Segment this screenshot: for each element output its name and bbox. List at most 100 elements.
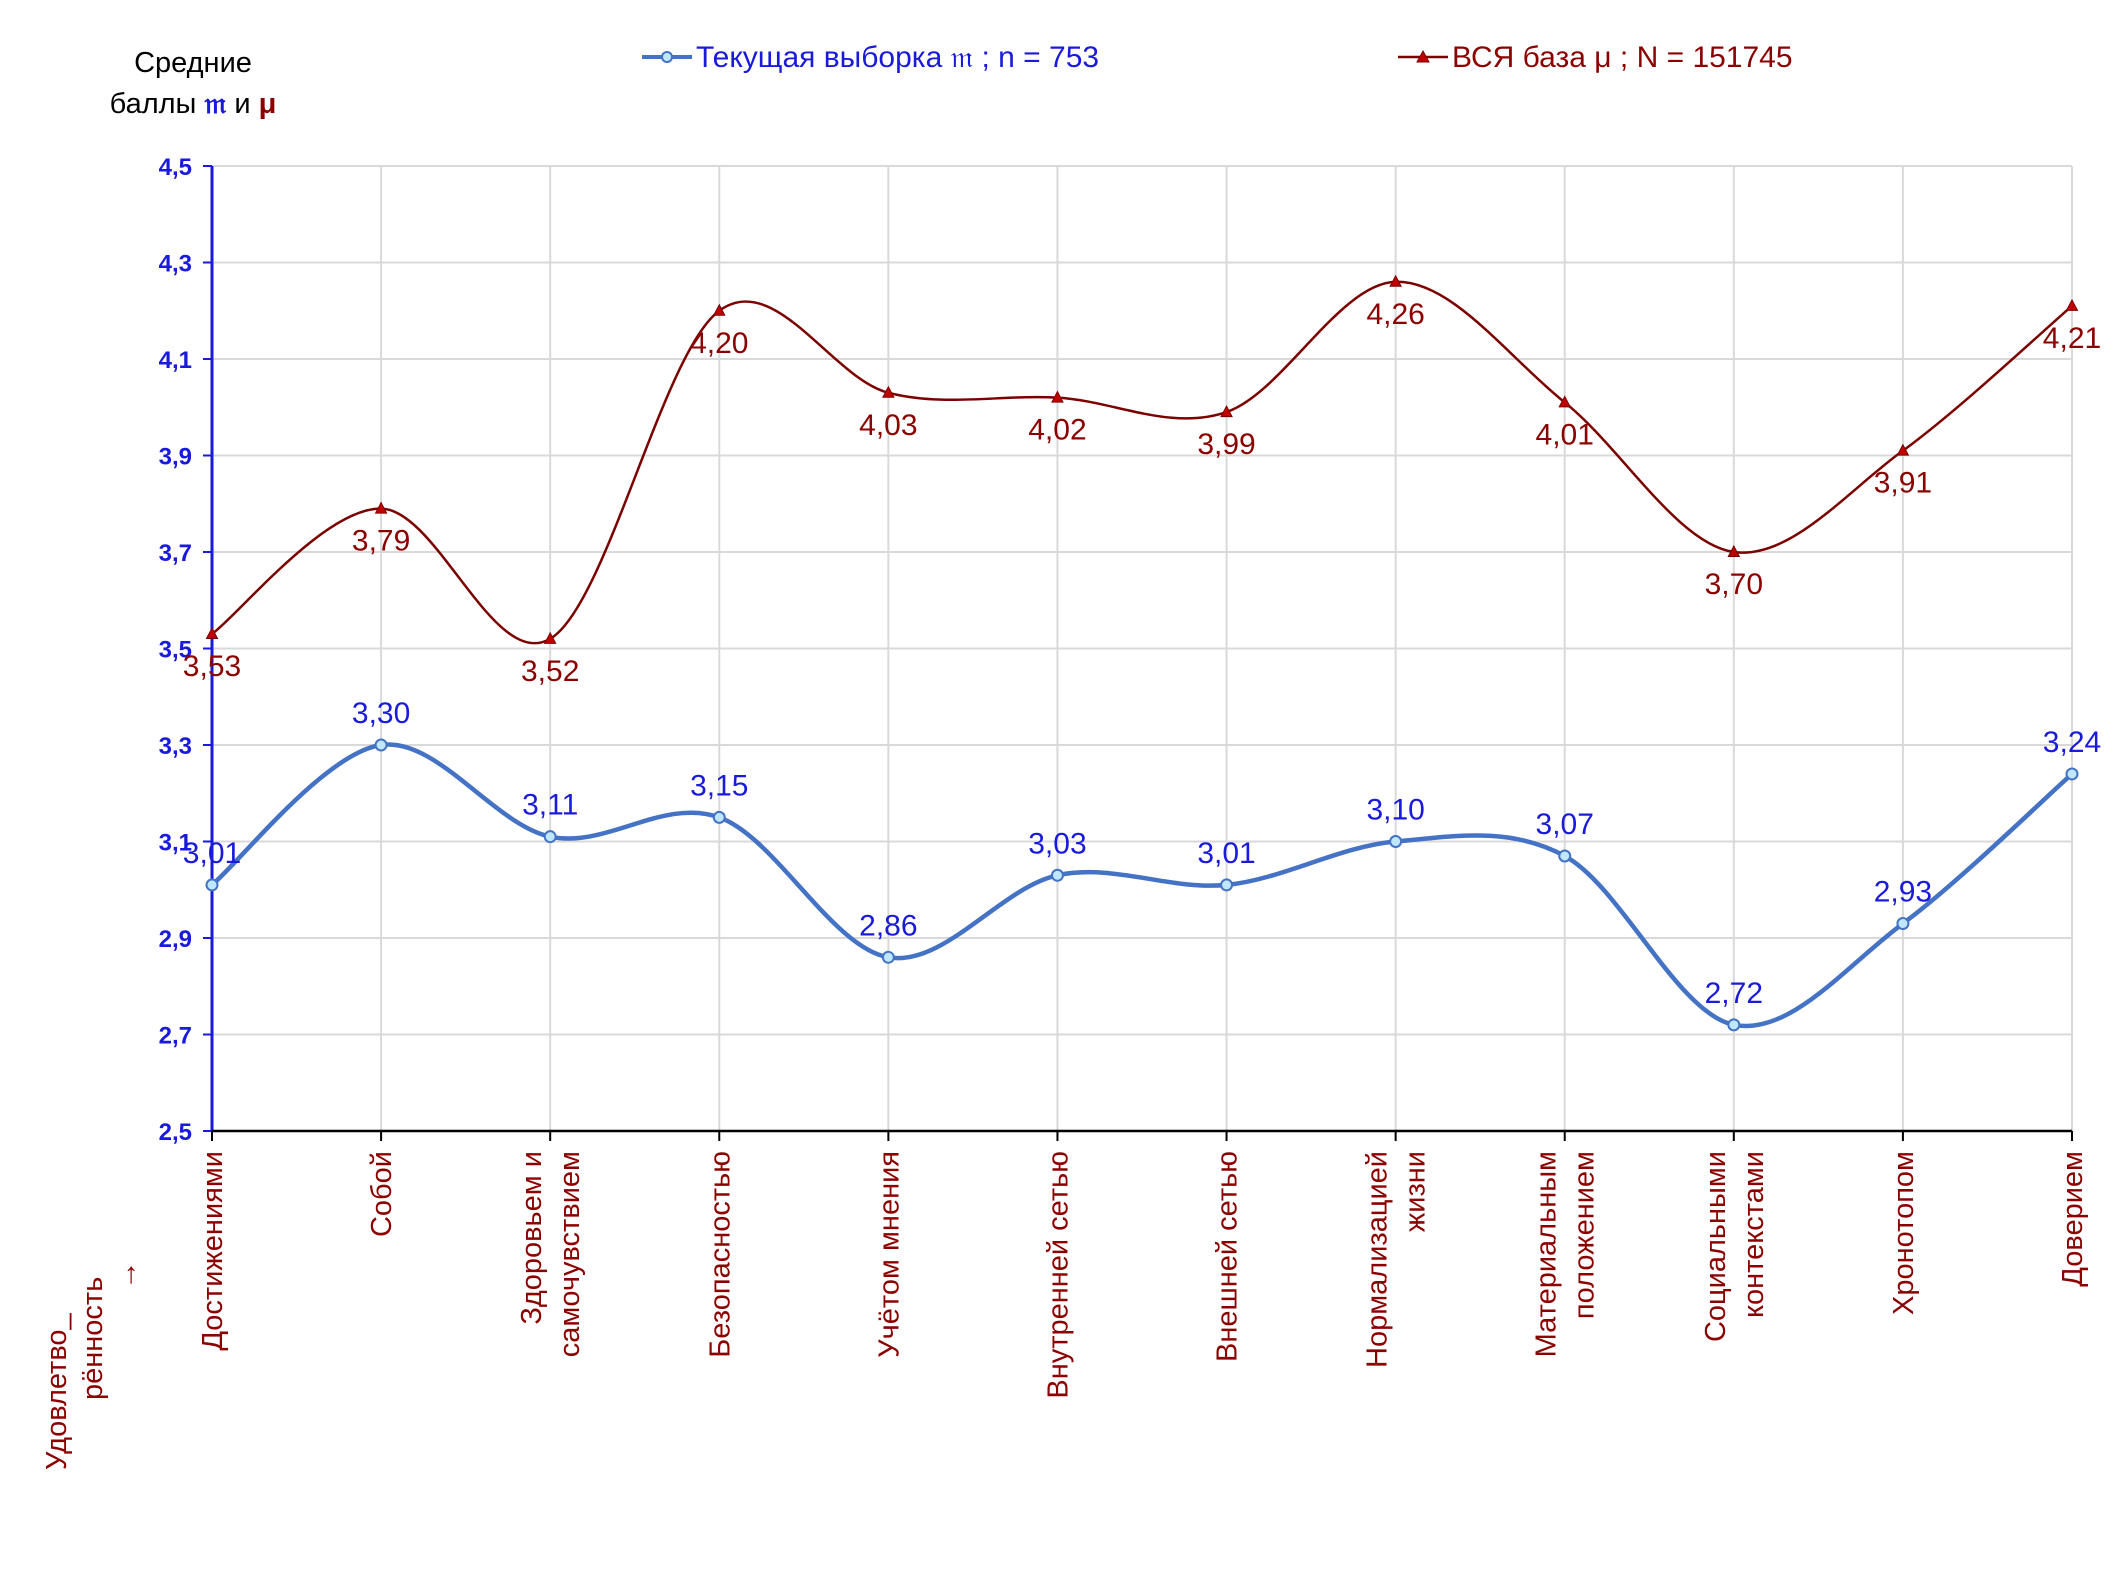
data-label-sample: 3,30 (352, 697, 410, 730)
y-tick-label: 2,7 (159, 1023, 192, 1050)
y-tick-label: 2,9 (159, 926, 192, 953)
data-label-all: 3,79 (352, 525, 410, 558)
data-label-all: 3,52 (521, 655, 579, 688)
data-label-all: 4,26 (1366, 298, 1424, 331)
data-label-sample: 3,07 (1536, 808, 1594, 841)
axes (203, 165, 2073, 1141)
point-all (1727, 544, 1741, 557)
x-axis-caption: Удовлетво_ рённость → (41, 1261, 143, 1471)
data-labels: 3,01 3,30 3,11 3,15 2,86 3,03 3,01 3,10 3,07 2,72… (183, 298, 2101, 1010)
x-tick-label-line: Безопасностью (704, 1151, 736, 1358)
y-tick-label: 3,1 (159, 830, 192, 857)
point-all (543, 631, 557, 644)
y-tick-label: 3,7 (159, 540, 192, 567)
point-all (1389, 274, 1402, 287)
x-tick-label: Хронотопом (1888, 1151, 1920, 1315)
y-tick-labels: 2,5 2,7 2,9 3,1 3,3 3,5 3,7 3,9 4,1 4,3 4,5 (159, 154, 192, 1146)
legend: Текущая выборка 𝔪 ; n = 753 ВСЯ база μ ;… (642, 41, 1793, 74)
x-tick-label: Собой (366, 1151, 398, 1237)
point-sample (543, 830, 557, 844)
legend-label-all: ВСЯ база μ ; N = 151745 (1452, 41, 1793, 74)
data-label-sample: 3,10 (1366, 794, 1424, 827)
x-tick-label-line: жизни (1400, 1151, 1432, 1232)
y-axis-title-line2: баллы 𝔪 и μ (110, 88, 277, 120)
data-label-sample: 3,15 (690, 769, 748, 802)
legend-item-all: ВСЯ база μ ; N = 151745 (1398, 41, 1793, 74)
data-label-all: 4,20 (690, 327, 748, 360)
data-label-sample: 3,24 (2043, 726, 2101, 759)
point-all (712, 303, 726, 316)
point-sample (1389, 835, 1403, 848)
x-tick-label: Материальным положением (1531, 1151, 1601, 1357)
y-tick-label: 3,9 (159, 444, 192, 471)
point-all (2065, 298, 2079, 311)
x-tick-label: Учётом мнения (873, 1151, 905, 1358)
data-label-all: 3,91 (1874, 467, 1932, 500)
data-label-all: 3,53 (183, 650, 241, 683)
data-label-sample: 3,03 (1028, 827, 1086, 860)
point-sample (1050, 868, 1064, 882)
legend-item-sample: Текущая выборка 𝔪 ; n = 753 (642, 41, 1099, 74)
data-label-all: 4,02 (1028, 414, 1086, 447)
x-tick-label-line: Здоровьем и (516, 1151, 548, 1325)
x-tick-label: Нормализацией жизни (1362, 1151, 1432, 1368)
data-label-sample: 3,01 (1197, 837, 1255, 870)
x-tick-label-line: Внутренней сетью (1042, 1151, 1074, 1399)
point-all (374, 501, 388, 514)
x-tick-label-line: Социальными (1700, 1151, 1732, 1342)
x-tick-label-line: Материальным (1531, 1151, 1563, 1357)
point-sample (1896, 917, 1910, 931)
point-all (882, 385, 895, 398)
series-line-sample (210, 742, 2074, 1029)
data-label-all: 3,70 (1705, 568, 1763, 601)
point-sample (712, 810, 726, 824)
data-label-all: 4,03 (859, 409, 917, 442)
x-axis-caption-arrow: → (111, 1261, 143, 1290)
point-all (205, 626, 219, 640)
data-label-sample: 2,93 (1874, 876, 1932, 909)
data-label-all: 4,01 (1536, 418, 1594, 451)
x-tick-label-line: самочувствием (554, 1151, 586, 1357)
x-tick-label: Внутренней сетью (1042, 1151, 1074, 1399)
series-line-all (211, 280, 2073, 645)
data-label-sample: 2,72 (1705, 977, 1763, 1010)
point-sample (1727, 1018, 1741, 1032)
x-tick-label: Безопасностью (704, 1151, 736, 1358)
x-tick-label: Внешней сетью (1212, 1151, 1244, 1362)
x-tick-label: Доверием (2057, 1151, 2089, 1287)
x-tick-label-line: контекстами (1738, 1151, 1770, 1318)
y-tick-label: 4,3 (159, 251, 192, 278)
point-all (1220, 404, 1233, 418)
legend-label-sample: Текущая выборка 𝔪 ; n = 753 (696, 41, 1099, 74)
y-tick-label: 4,5 (159, 154, 192, 181)
x-tick-label: Здоровьем и самочувствием (516, 1151, 586, 1357)
x-tick-label-line: Достижениями (197, 1151, 229, 1351)
y-tick-label: 2,5 (159, 1119, 192, 1146)
x-tick-label-line: Доверием (2057, 1151, 2089, 1287)
y-tick-label: 3,5 (159, 637, 192, 664)
point-sample (1220, 878, 1234, 892)
x-tick-label: Социальными контекстами (1700, 1151, 1770, 1342)
x-tick-label-line: Собой (366, 1151, 398, 1237)
point-sample (2065, 767, 2079, 781)
x-tick-label-line: Внешней сетью (1212, 1151, 1244, 1362)
grid-lines (211, 165, 2073, 1132)
legend-marker-sample (661, 51, 673, 63)
data-label-all: 3,99 (1197, 428, 1255, 461)
x-tick-label-line: Нормализацией (1362, 1151, 1394, 1368)
point-sample (374, 738, 388, 752)
point-all (1896, 443, 1910, 456)
x-tick-label-line: Учётом мнения (873, 1151, 905, 1358)
point-sample (205, 878, 219, 892)
series-markers (205, 274, 2079, 1032)
x-tick-labels: Достижениями Собой Здоровьем и самочувствие… (197, 1151, 2089, 1399)
point-all (1558, 395, 1572, 408)
x-tick-label: Достижениями (197, 1151, 229, 1351)
data-label-sample: 2,86 (859, 909, 917, 942)
x-axis-caption-line2: рённость (77, 1277, 109, 1400)
x-axis-caption-line1: Удовлетво_ (41, 1312, 73, 1470)
x-tick-label-line: Хронотопом (1888, 1151, 1920, 1315)
y-tick-label: 4,1 (159, 347, 192, 374)
data-label-all: 4,21 (2043, 322, 2101, 355)
